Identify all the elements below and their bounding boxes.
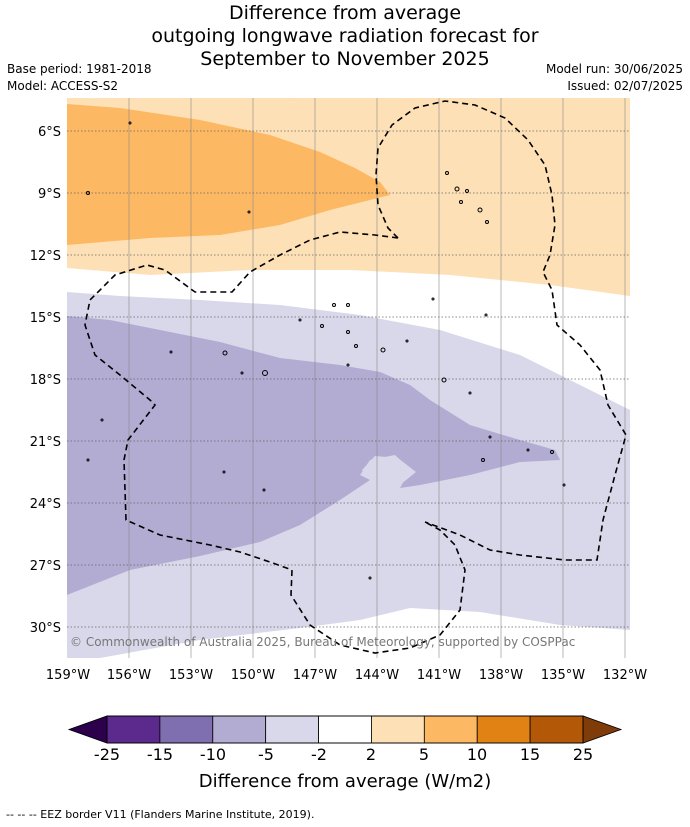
colorbar-tick-label: 10 bbox=[466, 745, 488, 764]
colorbar-segment bbox=[212, 715, 267, 744]
title-line-1: Difference from average bbox=[228, 2, 462, 24]
lat-label: 21°S bbox=[30, 435, 61, 450]
anomaly-region-purple bbox=[67, 316, 560, 595]
colorbar-tick-label: 25 bbox=[572, 745, 594, 764]
colorbar-tick-label: 2 bbox=[365, 745, 377, 764]
colorbar-segment bbox=[106, 715, 161, 744]
lon-label: 150°W bbox=[231, 668, 275, 683]
lon-label: 153°W bbox=[169, 668, 213, 683]
lon-label: 135°W bbox=[541, 668, 585, 683]
anomaly-region-orange bbox=[67, 104, 390, 245]
title-line-2: outgoing longwave radiation forecast for bbox=[151, 25, 539, 47]
colorbar-tick-label: 15 bbox=[519, 745, 541, 764]
eez-borders bbox=[84, 100, 627, 654]
lat-label: 12°S bbox=[30, 249, 61, 264]
lat-label: 30°S bbox=[30, 621, 61, 636]
colorbar-under-arrow bbox=[67, 715, 108, 744]
lon-label: 138°W bbox=[479, 668, 523, 683]
lon-label: 159°W bbox=[46, 668, 90, 683]
base-period-text: Base period: 1981-2018 bbox=[7, 62, 152, 76]
colorbar-tick-label: -2 bbox=[311, 745, 327, 764]
colorbar-segment bbox=[529, 715, 584, 744]
lat-label: 6°S bbox=[38, 125, 61, 140]
colorbar bbox=[67, 715, 623, 744]
lon-label: 141°W bbox=[417, 668, 461, 683]
lat-label: 24°S bbox=[30, 497, 61, 512]
colorbar-segment bbox=[265, 715, 319, 744]
colorbar-segment bbox=[159, 715, 214, 744]
lat-label: 18°S bbox=[30, 373, 61, 388]
model-run-text: Model run: 30/06/2025 bbox=[545, 62, 683, 76]
title-line-3: September to November 2025 bbox=[200, 48, 490, 70]
lat-label: 15°S bbox=[30, 311, 61, 326]
colorbar-title: Difference from average (W/m2) bbox=[198, 771, 492, 792]
anomaly-field bbox=[67, 98, 630, 658]
model-text: Model: ACCESS-S2 bbox=[7, 79, 119, 93]
lon-label: 132°W bbox=[603, 668, 647, 683]
copyright-text: © Commonwealth of Australia 2025, Bureau… bbox=[70, 635, 575, 649]
lat-label: 9°S bbox=[38, 187, 61, 202]
colorbar-over-arrow bbox=[582, 715, 623, 744]
colorbar-tick-label: -10 bbox=[199, 745, 227, 764]
colorbar-tick-label: -25 bbox=[93, 745, 121, 764]
issued-text: Issued: 02/07/2025 bbox=[567, 79, 683, 93]
colorbar-tick-label: 5 bbox=[418, 745, 430, 764]
eez-footnote: -- -- -- EEZ border V11 (Flanders Marine… bbox=[6, 808, 315, 821]
lat-label: 27°S bbox=[30, 559, 61, 574]
colorbar-tick-label: -5 bbox=[258, 745, 274, 764]
lon-label: 156°W bbox=[107, 668, 151, 683]
colorbar-tick-label: -15 bbox=[146, 745, 174, 764]
colorbar-segment bbox=[371, 715, 425, 744]
colorbar-segment bbox=[476, 715, 531, 744]
colorbar-segment bbox=[423, 715, 478, 744]
colorbar-segment bbox=[318, 715, 372, 744]
lon-label: 147°W bbox=[293, 668, 337, 683]
lon-label: 144°W bbox=[355, 668, 399, 683]
islands bbox=[86, 121, 566, 580]
